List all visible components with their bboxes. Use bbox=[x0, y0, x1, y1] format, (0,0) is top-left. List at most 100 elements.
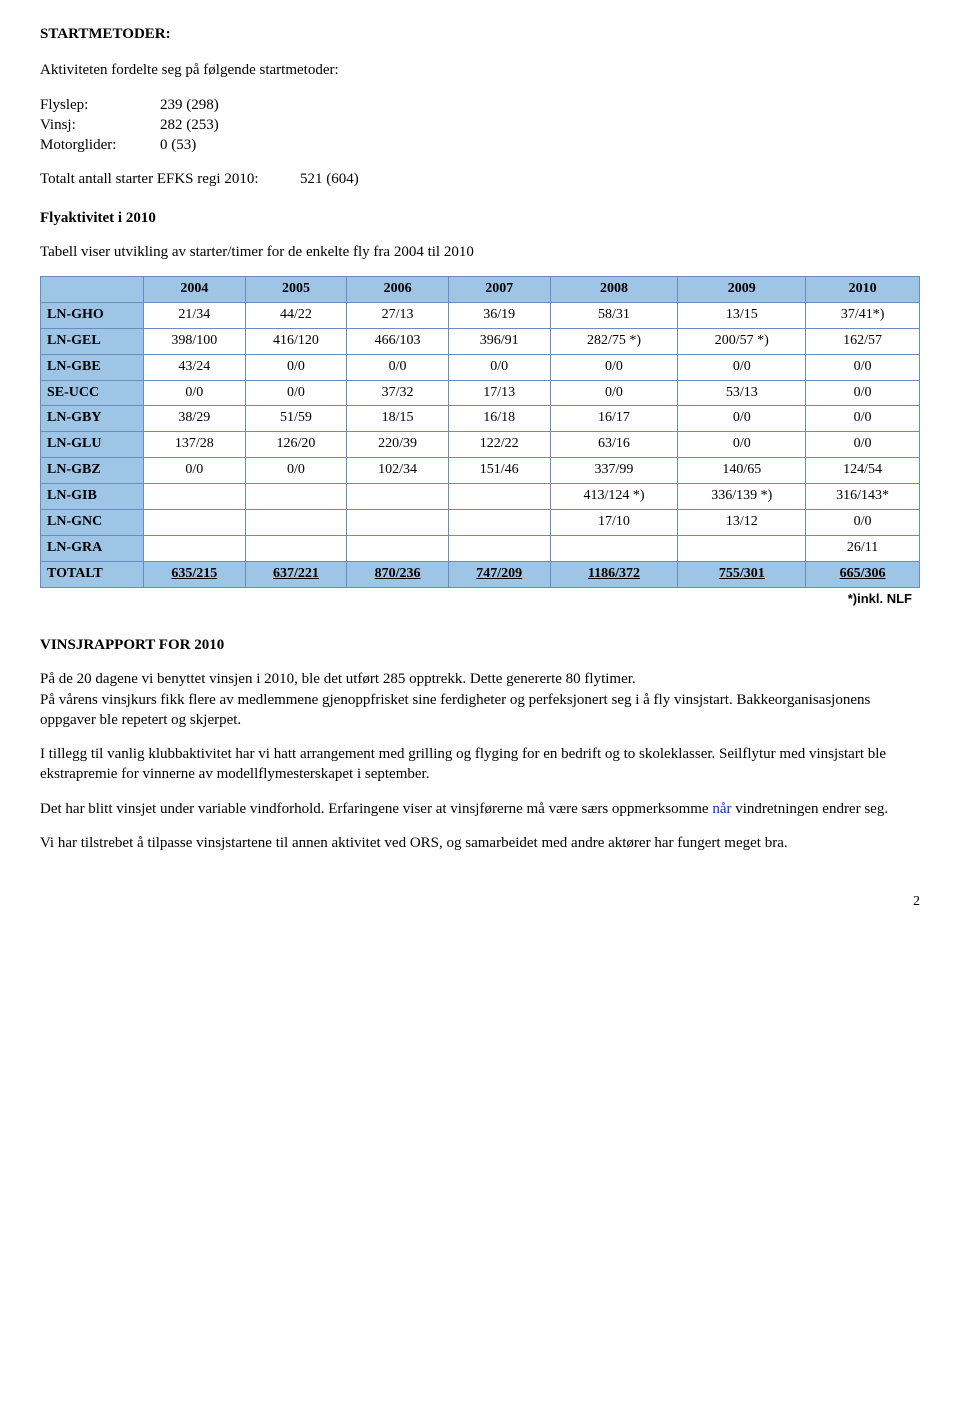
table-cell: 0/0 bbox=[245, 380, 347, 406]
table-total-cell: 870/236 bbox=[347, 561, 449, 587]
table-cell bbox=[347, 484, 449, 510]
table-cell: 0/0 bbox=[448, 354, 550, 380]
col-header: 2010 bbox=[806, 277, 920, 303]
table-header-row: 2004 2005 2006 2007 2008 2009 2010 bbox=[41, 277, 920, 303]
table-cell bbox=[347, 535, 449, 561]
table-cell bbox=[448, 510, 550, 536]
table-cell: 17/13 bbox=[448, 380, 550, 406]
table-cell bbox=[245, 484, 347, 510]
table-footnote: *)inkl. NLF bbox=[40, 590, 912, 608]
table-total-cell: 1186/372 bbox=[550, 561, 678, 587]
table-cell bbox=[245, 510, 347, 536]
table-cell: 336/139 *) bbox=[678, 484, 806, 510]
list-item: Flyslep: 239 (298) bbox=[40, 95, 920, 115]
table-cell: 13/15 bbox=[678, 302, 806, 328]
table-cell: 0/0 bbox=[678, 406, 806, 432]
table-cell: 0/0 bbox=[144, 380, 246, 406]
table-cell: 43/24 bbox=[144, 354, 246, 380]
table-total-cell: 755/301 bbox=[678, 561, 806, 587]
row-label-cell: TOTALT bbox=[41, 561, 144, 587]
table-cell bbox=[144, 484, 246, 510]
table-cell: 21/34 bbox=[144, 302, 246, 328]
table-row: LN-GEL398/100416/120466/103396/91282/75 … bbox=[41, 328, 920, 354]
table-cell bbox=[448, 484, 550, 510]
table-cell: 0/0 bbox=[245, 354, 347, 380]
table-row: LN-GBZ0/00/0102/34151/46337/99140/65124/… bbox=[41, 458, 920, 484]
table-cell: 0/0 bbox=[806, 432, 920, 458]
table-cell bbox=[448, 535, 550, 561]
row-label: Motorglider: bbox=[40, 135, 160, 155]
table-cell: 396/91 bbox=[448, 328, 550, 354]
table-cell: 0/0 bbox=[550, 354, 678, 380]
table-row: LN-GBE43/240/00/00/00/00/00/0 bbox=[41, 354, 920, 380]
table-total-cell: 747/209 bbox=[448, 561, 550, 587]
table-cell: 53/13 bbox=[678, 380, 806, 406]
table-cell: 126/20 bbox=[245, 432, 347, 458]
row-label-cell: LN-GIB bbox=[41, 484, 144, 510]
table-row: LN-GHO21/3444/2227/1336/1958/3113/1537/4… bbox=[41, 302, 920, 328]
total-row: Totalt antall starter EFKS regi 2010: 52… bbox=[40, 169, 920, 189]
row-label-cell: LN-GNC bbox=[41, 510, 144, 536]
page-number: 2 bbox=[40, 893, 920, 912]
table-cell: 58/31 bbox=[550, 302, 678, 328]
section-heading-flyaktivitet: Flyaktivitet i 2010 bbox=[40, 208, 920, 228]
table-cell: 316/143* bbox=[806, 484, 920, 510]
paragraph: Vi har tilstrebet å tilpasse vinsjstarte… bbox=[40, 833, 920, 853]
table-row: SE-UCC0/00/037/3217/130/053/130/0 bbox=[41, 380, 920, 406]
col-header: 2007 bbox=[448, 277, 550, 303]
paragraph: I tillegg til vanlig klubbaktivitet har … bbox=[40, 744, 920, 785]
row-label-cell: LN-GHO bbox=[41, 302, 144, 328]
paragraph: På de 20 dagene vi benyttet vinsjen i 20… bbox=[40, 669, 920, 689]
table-cell: 398/100 bbox=[144, 328, 246, 354]
row-label-cell: LN-GEL bbox=[41, 328, 144, 354]
col-header: 2006 bbox=[347, 277, 449, 303]
table-cell bbox=[550, 535, 678, 561]
table-cell: 124/54 bbox=[806, 458, 920, 484]
total-label: Totalt antall starter EFKS regi 2010: bbox=[40, 169, 300, 189]
table-cell: 220/39 bbox=[347, 432, 449, 458]
table-cell: 337/99 bbox=[550, 458, 678, 484]
table-total-cell: 637/221 bbox=[245, 561, 347, 587]
table-cell: 0/0 bbox=[678, 432, 806, 458]
table-cell: 162/57 bbox=[806, 328, 920, 354]
table-cell: 282/75 *) bbox=[550, 328, 678, 354]
table-row: LN-GRA26/11 bbox=[41, 535, 920, 561]
table-cell: 16/17 bbox=[550, 406, 678, 432]
table-cell: 102/34 bbox=[347, 458, 449, 484]
table-cell: 44/22 bbox=[245, 302, 347, 328]
table-cell: 36/19 bbox=[448, 302, 550, 328]
table-cell: 0/0 bbox=[806, 510, 920, 536]
flight-table: 2004 2005 2006 2007 2008 2009 2010 LN-GH… bbox=[40, 276, 920, 588]
table-cell: 63/16 bbox=[550, 432, 678, 458]
table-total-cell: 665/306 bbox=[806, 561, 920, 587]
row-label-cell: LN-GBZ bbox=[41, 458, 144, 484]
text-run: Det har blitt vinsjet under variable vin… bbox=[40, 801, 712, 817]
table-cell: 200/57 *) bbox=[678, 328, 806, 354]
table-cell: 18/15 bbox=[347, 406, 449, 432]
table-total-cell: 635/215 bbox=[144, 561, 246, 587]
table-cell: 0/0 bbox=[245, 458, 347, 484]
table-cell: 0/0 bbox=[550, 380, 678, 406]
row-label-cell: LN-GBY bbox=[41, 406, 144, 432]
table-cell: 0/0 bbox=[144, 458, 246, 484]
col-header: 2008 bbox=[550, 277, 678, 303]
paragraph: Det har blitt vinsjet under variable vin… bbox=[40, 799, 920, 819]
table-cell: 17/10 bbox=[550, 510, 678, 536]
table-row: LN-GLU137/28126/20220/39122/2263/160/00/… bbox=[41, 432, 920, 458]
table-cell: 0/0 bbox=[806, 380, 920, 406]
table-cell bbox=[245, 535, 347, 561]
table-cell: 51/59 bbox=[245, 406, 347, 432]
table-cell: 140/65 bbox=[678, 458, 806, 484]
table-row: LN-GBY38/2951/5918/1516/1816/170/00/0 bbox=[41, 406, 920, 432]
table-cell: 413/124 *) bbox=[550, 484, 678, 510]
startmetoder-list: Flyslep: 239 (298) Vinsj: 282 (253) Moto… bbox=[40, 95, 920, 156]
table-cell: 0/0 bbox=[678, 354, 806, 380]
row-label-cell: SE-UCC bbox=[41, 380, 144, 406]
table-cell bbox=[678, 535, 806, 561]
table-cell bbox=[144, 510, 246, 536]
table-corner bbox=[41, 277, 144, 303]
table-cell: 0/0 bbox=[347, 354, 449, 380]
text-run-highlight: når bbox=[712, 801, 731, 817]
table-cell: 37/32 bbox=[347, 380, 449, 406]
table-cell bbox=[144, 535, 246, 561]
